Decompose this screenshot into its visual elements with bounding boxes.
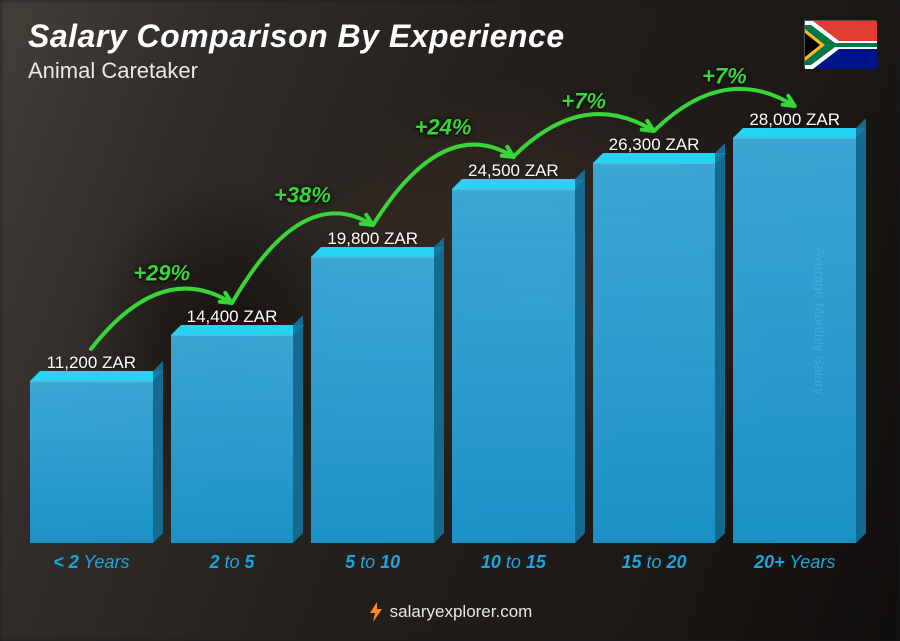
bar-value-label: 14,400 ZAR [187,307,278,327]
x-labels-container: < 2 Years 2 to 5 5 to 10 10 to 15 15 to 20 20… [30,552,856,573]
page-subtitle: Animal Caretaker [28,58,198,84]
x-label: < 2 Years [30,552,153,573]
site-logo: salaryexplorer.com [368,602,533,622]
bar-value-label: 24,500 ZAR [468,161,559,181]
flag-icon [804,20,876,68]
growth-label: +7% [702,63,747,89]
bar [593,163,716,543]
footer: salaryexplorer.com [0,602,900,627]
bar-column: 24,500 ZAR [452,161,575,543]
bar-column: 19,800 ZAR [311,229,434,543]
x-label: 10 to 15 [452,552,575,573]
site-name: salaryexplorer.com [390,602,533,622]
page-title: Salary Comparison By Experience [28,18,565,55]
bar-column: 28,000 ZAR [733,110,856,543]
bar [733,138,856,543]
x-label: 5 to 10 [311,552,434,573]
bar-chart: 11,200 ZAR 14,400 ZAR 19,800 ZAR 24,500 ZAR… [30,110,856,571]
bars-container: 11,200 ZAR 14,400 ZAR 19,800 ZAR 24,500 ZAR… [30,110,856,543]
bar-column: 11,200 ZAR [30,353,153,543]
bar-column: 26,300 ZAR [593,135,716,543]
x-label: 20+ Years [733,552,856,573]
content-root: Salary Comparison By Experience Animal C… [0,0,900,641]
bar-column: 14,400 ZAR [171,307,294,543]
bar [171,335,294,543]
bar-value-label: 26,300 ZAR [609,135,700,155]
bar-value-label: 19,800 ZAR [327,229,418,249]
bolt-icon [368,602,384,622]
x-label: 2 to 5 [171,552,294,573]
bar [311,257,434,543]
bar-value-label: 11,200 ZAR [47,353,136,373]
bar [452,189,575,543]
x-label: 15 to 20 [593,552,716,573]
bar [30,381,153,543]
bar-value-label: 28,000 ZAR [749,110,840,130]
